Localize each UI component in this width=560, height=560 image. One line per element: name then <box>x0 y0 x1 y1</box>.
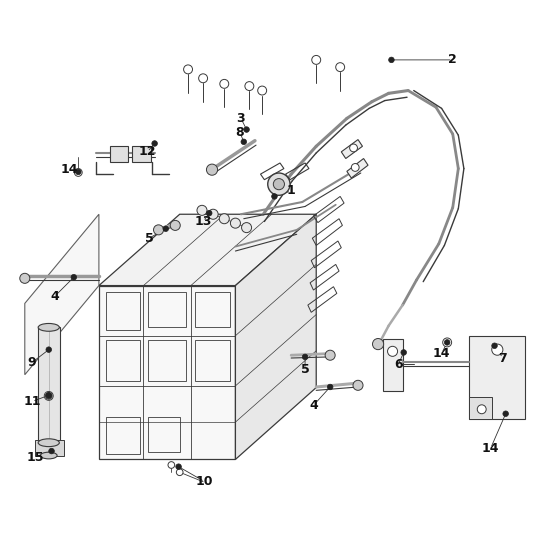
Circle shape <box>443 338 451 347</box>
Circle shape <box>477 405 486 414</box>
Ellipse shape <box>40 452 57 459</box>
Circle shape <box>349 144 357 152</box>
Text: 8: 8 <box>236 126 244 139</box>
Text: 4: 4 <box>309 399 318 412</box>
Circle shape <box>76 169 81 175</box>
Circle shape <box>445 339 450 345</box>
Text: 12: 12 <box>139 146 156 158</box>
Text: 2: 2 <box>449 53 457 67</box>
Circle shape <box>184 65 193 74</box>
Polygon shape <box>469 397 492 419</box>
Circle shape <box>197 206 207 216</box>
Text: 9: 9 <box>28 356 36 369</box>
Circle shape <box>46 347 52 352</box>
Circle shape <box>207 164 218 175</box>
Circle shape <box>44 391 53 400</box>
Circle shape <box>220 80 228 88</box>
Polygon shape <box>347 158 368 178</box>
Polygon shape <box>38 328 60 443</box>
Circle shape <box>207 211 212 216</box>
Circle shape <box>492 344 503 355</box>
Text: 14: 14 <box>433 347 450 360</box>
Text: 4: 4 <box>50 290 59 303</box>
Circle shape <box>49 449 54 454</box>
Circle shape <box>163 226 169 231</box>
Circle shape <box>268 173 290 195</box>
Circle shape <box>20 273 30 283</box>
Text: 1: 1 <box>287 184 296 197</box>
Circle shape <box>302 354 308 360</box>
Text: 13: 13 <box>194 215 212 228</box>
Circle shape <box>312 55 321 64</box>
Polygon shape <box>469 336 525 419</box>
Circle shape <box>492 343 497 348</box>
Text: 10: 10 <box>196 475 213 488</box>
Text: 7: 7 <box>498 352 507 365</box>
Circle shape <box>241 139 246 144</box>
Circle shape <box>325 350 335 360</box>
Circle shape <box>74 169 82 176</box>
Circle shape <box>168 461 175 468</box>
Circle shape <box>351 164 359 171</box>
Polygon shape <box>235 214 316 459</box>
Circle shape <box>353 380 363 390</box>
Circle shape <box>208 209 218 220</box>
Text: 11: 11 <box>24 395 41 408</box>
Polygon shape <box>99 286 235 459</box>
Circle shape <box>244 127 249 132</box>
Circle shape <box>176 464 181 469</box>
Circle shape <box>152 141 157 146</box>
Text: 14: 14 <box>482 442 500 455</box>
Polygon shape <box>110 146 128 162</box>
Polygon shape <box>25 214 99 375</box>
Ellipse shape <box>38 324 59 332</box>
Circle shape <box>273 179 284 190</box>
Circle shape <box>153 225 164 235</box>
Circle shape <box>389 57 394 63</box>
Circle shape <box>170 221 180 230</box>
Circle shape <box>258 86 267 95</box>
Text: 14: 14 <box>60 163 78 176</box>
Circle shape <box>71 274 77 280</box>
Text: 5: 5 <box>144 232 153 245</box>
Circle shape <box>46 393 52 398</box>
Circle shape <box>272 194 277 199</box>
Circle shape <box>241 223 251 232</box>
Polygon shape <box>341 139 362 158</box>
Circle shape <box>372 338 384 349</box>
Circle shape <box>199 74 208 83</box>
Text: 3: 3 <box>237 112 245 125</box>
Circle shape <box>336 63 344 72</box>
Text: 15: 15 <box>26 451 44 464</box>
Circle shape <box>45 393 52 399</box>
Circle shape <box>503 411 508 417</box>
Circle shape <box>220 214 229 224</box>
Polygon shape <box>99 214 316 286</box>
Polygon shape <box>35 441 64 455</box>
Polygon shape <box>383 338 403 391</box>
Text: 6: 6 <box>394 358 403 371</box>
Circle shape <box>388 346 398 356</box>
Ellipse shape <box>38 439 59 447</box>
Text: 5: 5 <box>301 363 310 376</box>
Polygon shape <box>132 146 151 162</box>
Circle shape <box>328 384 333 390</box>
Circle shape <box>245 82 254 91</box>
Circle shape <box>230 218 240 228</box>
Circle shape <box>176 469 183 475</box>
Circle shape <box>401 349 407 355</box>
